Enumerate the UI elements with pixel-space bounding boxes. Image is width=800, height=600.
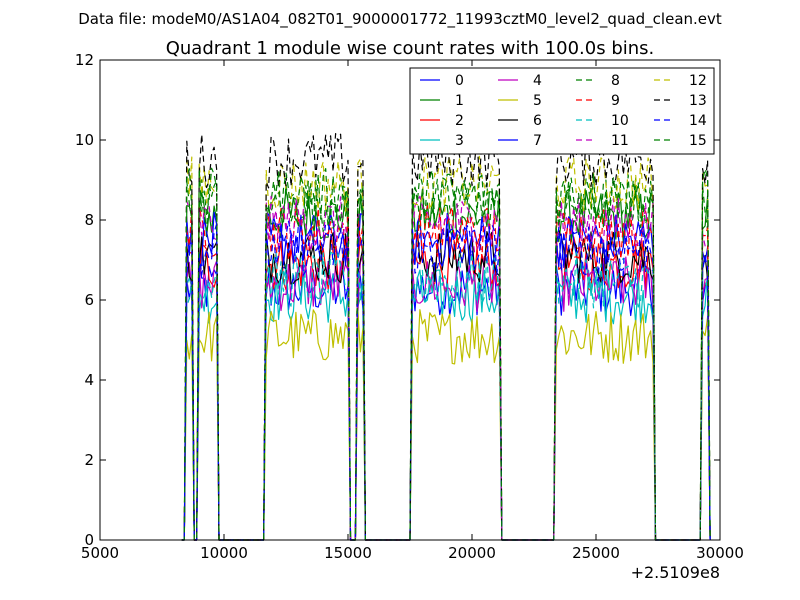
legend-label-10: 10 bbox=[611, 113, 629, 129]
y-tick-label: 6 bbox=[84, 291, 94, 309]
x-tick-label: 25000 bbox=[572, 544, 620, 562]
series-line-5 bbox=[181, 309, 711, 541]
legend-label-14: 14 bbox=[689, 113, 707, 129]
y-tick-label: 4 bbox=[84, 371, 94, 389]
legend-label-7: 7 bbox=[533, 133, 542, 149]
legend-label-15: 15 bbox=[689, 133, 707, 149]
x-tick-label: 15000 bbox=[324, 544, 372, 562]
series-line-7 bbox=[181, 211, 711, 541]
legend-label-5: 5 bbox=[533, 93, 542, 109]
legend-label-0: 0 bbox=[455, 73, 464, 89]
y-tick-label: 12 bbox=[75, 51, 94, 69]
legend-label-4: 4 bbox=[533, 73, 542, 89]
legend-label-13: 13 bbox=[689, 93, 707, 109]
chart-title: Quadrant 1 module wise count rates with … bbox=[166, 38, 655, 59]
series-line-11 bbox=[181, 195, 711, 541]
legend-label-9: 9 bbox=[611, 93, 620, 109]
series-line-10 bbox=[181, 251, 711, 541]
series-line-14 bbox=[181, 220, 711, 541]
series-line-4 bbox=[181, 255, 711, 541]
series-layer bbox=[181, 132, 711, 541]
y-tick-label: 10 bbox=[75, 131, 94, 149]
y-tick-label: 8 bbox=[84, 211, 94, 229]
series-line-8 bbox=[181, 177, 711, 541]
legend-label-2: 2 bbox=[455, 113, 464, 129]
figure-suptitle: Data file: modeM0/AS1A04_082T01_90000017… bbox=[78, 10, 722, 29]
series-line-12 bbox=[181, 155, 711, 541]
x-axis: 5000 10000 15000 20000 25000 30000 bbox=[81, 60, 744, 562]
series-line-13 bbox=[181, 132, 711, 541]
y-tick-label: 2 bbox=[84, 451, 94, 469]
legend-label-12: 12 bbox=[689, 73, 707, 89]
x-tick-label: 30000 bbox=[696, 544, 744, 562]
legend-frame bbox=[409, 67, 715, 155]
y-tick-label: 0 bbox=[84, 531, 94, 549]
legend-label-8: 8 bbox=[611, 73, 620, 89]
series-line-15 bbox=[181, 167, 711, 541]
legend-label-3: 3 bbox=[455, 133, 464, 149]
legend-label-6: 6 bbox=[533, 113, 542, 129]
x-offset-label: +2.5109e8 bbox=[631, 563, 720, 582]
legend-label-1: 1 bbox=[455, 93, 464, 109]
x-tick-label: 5000 bbox=[81, 544, 119, 562]
x-tick-label: 20000 bbox=[448, 544, 496, 562]
x-tick-label: 10000 bbox=[200, 544, 248, 562]
legend-label-11: 11 bbox=[611, 133, 629, 149]
